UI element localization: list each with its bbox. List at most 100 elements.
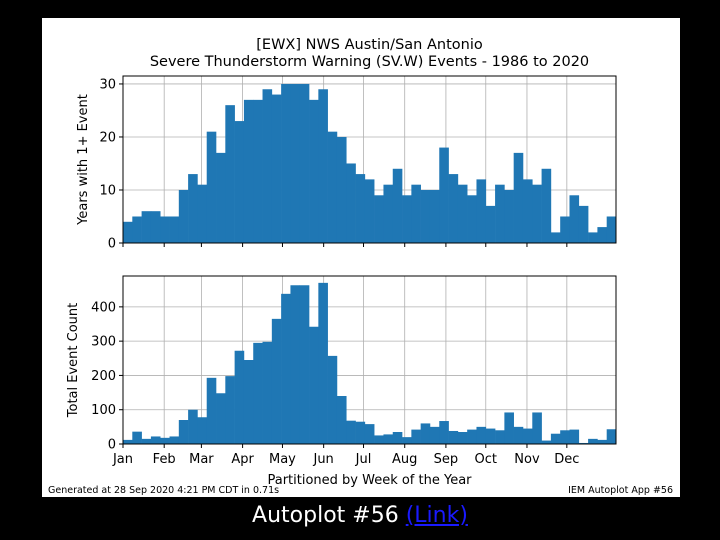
- top-bar: [271, 94, 282, 243]
- bottom-bar: [299, 285, 310, 444]
- bottom-bar: [374, 435, 384, 444]
- bottom-bar: [448, 430, 459, 444]
- top-ylabel: Years with 1+ Event: [76, 94, 91, 226]
- month-tick-label: Apr: [231, 452, 254, 467]
- top-bar: [550, 232, 561, 243]
- bottom-bar: [383, 434, 394, 444]
- top-bar: [346, 163, 356, 243]
- top-bar: [485, 205, 496, 243]
- bottom-bar: [132, 431, 142, 444]
- x-axis-label: Partitioned by Week of the Year: [267, 473, 472, 488]
- bottom-bar: [225, 376, 235, 444]
- bottom-bar: [262, 341, 273, 444]
- top-bar: [364, 179, 375, 243]
- bottom-bar: [606, 429, 617, 444]
- top-bar: [532, 184, 542, 243]
- top-bar: [336, 136, 347, 243]
- month-tick-label: Nov: [514, 452, 540, 467]
- bottom-axes-frame: [122, 275, 617, 445]
- month-tick-label: Mar: [189, 452, 214, 467]
- top-bar: [402, 195, 412, 243]
- top-bar: [504, 189, 514, 243]
- top-bar: [355, 174, 366, 243]
- month-tick-label: Jul: [355, 452, 372, 467]
- bottom-bar: [234, 350, 245, 444]
- top-bar: [197, 184, 208, 243]
- bottom-bar: [346, 420, 356, 444]
- month-tick-label: May: [269, 452, 296, 467]
- top-bar: [178, 189, 189, 243]
- top-bar: [392, 168, 403, 243]
- bottom-bar: [160, 437, 170, 444]
- chart-title-line: Severe Thunderstorm Warning (SV.W) Event…: [150, 54, 589, 70]
- top-bar: [569, 195, 580, 243]
- bottom-bar: [541, 440, 552, 444]
- bottom-bar: [550, 433, 561, 444]
- top-bar: [132, 216, 142, 243]
- top-ytick-label: 10: [99, 183, 116, 198]
- bottom-bar: [318, 282, 328, 444]
- bottom-bar: [178, 420, 189, 444]
- bottom-bar: [309, 326, 319, 444]
- bottom-bar: [364, 424, 375, 444]
- bottom-bar: [216, 393, 226, 444]
- top-bar: [588, 232, 598, 243]
- caption-link[interactable]: (Link): [405, 503, 468, 528]
- bottom-bar: [253, 342, 263, 444]
- month-tick-label: Feb: [153, 452, 176, 467]
- chart-title-line: [EWX] NWS Austin/San Antonio: [256, 37, 483, 53]
- top-bar: [597, 227, 607, 243]
- top-bar: [206, 131, 217, 243]
- bottom-bar: [569, 429, 580, 444]
- top-bar: [541, 168, 552, 243]
- month-tick-label: Dec: [554, 452, 579, 467]
- month-tick-label: Jan: [112, 452, 133, 467]
- bottom-bar: [197, 417, 208, 444]
- bottom-bar: [123, 439, 133, 444]
- bottom-bar: [560, 430, 570, 444]
- top-bar: [383, 184, 394, 243]
- bottom-bar: [169, 436, 180, 444]
- top-axes-frame: [122, 75, 617, 244]
- bottom-ytick-label: 0: [108, 438, 116, 453]
- bottom-bar: [327, 355, 338, 444]
- top-bar: [439, 147, 449, 243]
- bottom-bar: [467, 429, 477, 444]
- bottom-bar: [588, 438, 598, 444]
- bottom-bar: [336, 396, 347, 444]
- bottom-ytick-label: 100: [91, 403, 116, 418]
- bottom-bar: [392, 432, 403, 444]
- top-bar: [234, 121, 245, 243]
- bottom-bar: [522, 428, 533, 444]
- bottom-bar: [271, 318, 282, 444]
- bottom-bar: [476, 426, 487, 444]
- chart-figure: [EWX] NWS Austin/San Antonio Severe Thund…: [42, 18, 680, 497]
- caption-text: Autoplot #56: [252, 503, 399, 528]
- bottom-bar: [485, 428, 496, 444]
- bottom-ytick-label: 300: [91, 335, 116, 350]
- top-bar: [606, 216, 617, 243]
- top-bar: [560, 216, 570, 243]
- top-bar: [522, 179, 533, 243]
- top-bar: [327, 131, 338, 243]
- top-bar: [374, 195, 384, 243]
- top-bar: [281, 83, 291, 243]
- month-tick-label: Sep: [434, 452, 459, 467]
- top-bar: [188, 174, 198, 243]
- bottom-ytick-label: 200: [91, 369, 116, 384]
- top-bar: [169, 216, 180, 243]
- top-bar: [448, 174, 459, 243]
- bottom-bar: [290, 285, 301, 444]
- top-bar: [467, 195, 477, 243]
- bottom-bar: [439, 421, 449, 444]
- bottom-bar: [355, 421, 366, 444]
- month-tick-label: Jun: [312, 452, 333, 467]
- top-bar: [411, 184, 421, 243]
- top-bar: [420, 189, 431, 243]
- top-bar: [578, 205, 589, 243]
- top-ytick-label: 30: [99, 77, 116, 92]
- top-bar: [290, 83, 301, 243]
- caption-bar: Autoplot #56 (Link): [0, 503, 720, 528]
- top-bar: [160, 216, 170, 243]
